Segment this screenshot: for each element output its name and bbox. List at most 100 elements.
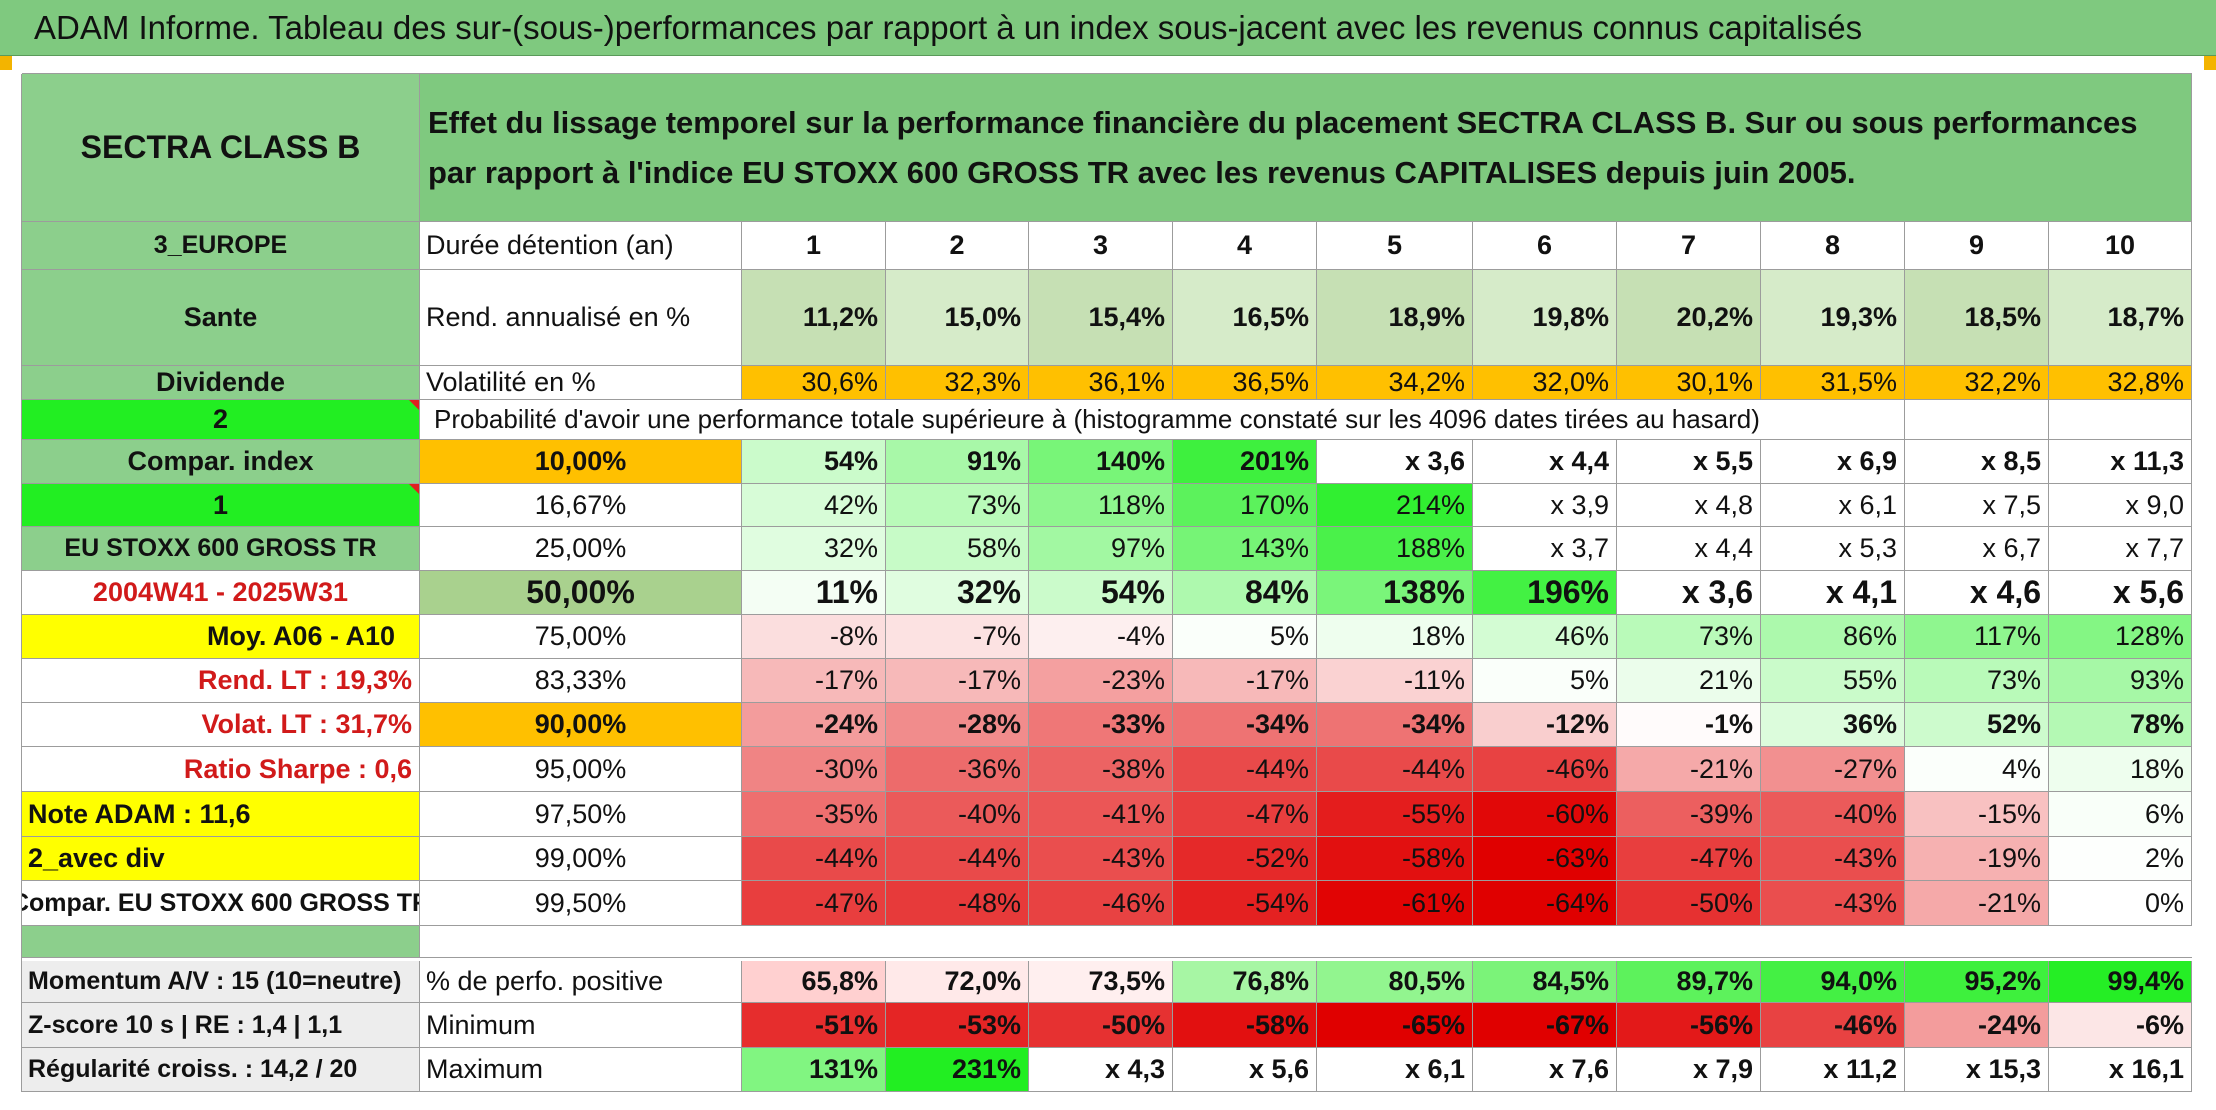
proba-value: -44%	[1317, 747, 1473, 792]
proba-value: -48%	[886, 881, 1029, 926]
proba-value: -54%	[1173, 881, 1317, 926]
proba-value: 97%	[1029, 527, 1173, 571]
rend-value: 11,2%	[742, 270, 886, 366]
year-header: 1	[742, 222, 886, 270]
proba-value: 11%	[742, 571, 886, 615]
proba-value: 170%	[1173, 484, 1317, 527]
stats-value: -50%	[1029, 1003, 1173, 1048]
stats-value: 89,7%	[1617, 961, 1761, 1003]
proba-value: -39%	[1617, 792, 1761, 837]
proba-value: 117%	[1905, 615, 2049, 659]
volat-value: 30,6%	[742, 366, 886, 400]
volat-value: 32,3%	[886, 366, 1029, 400]
fund-name: SECTRA CLASS B	[22, 74, 420, 222]
proba-value: 73%	[886, 484, 1029, 527]
stats-value: -6%	[2049, 1003, 2192, 1048]
region-label: 3_EUROPE	[22, 222, 420, 270]
proba-value: 73%	[1905, 659, 2049, 703]
index-name: EU STOXX 600 GROSS TR	[22, 527, 420, 571]
caption: Effet du lissage temporel sur la perform…	[420, 74, 2192, 222]
proba-value: -46%	[1473, 747, 1617, 792]
proba-value: -38%	[1029, 747, 1173, 792]
year-header: 10	[2049, 222, 2192, 270]
proba-value: -64%	[1473, 881, 1617, 926]
proba-value: -63%	[1473, 837, 1617, 881]
proba-value: -47%	[742, 881, 886, 926]
rend-value: 15,4%	[1029, 270, 1173, 366]
period-label: 2004W41 - 2025W31	[22, 571, 420, 615]
proba-value: -43%	[1761, 837, 1905, 881]
proba-value: 4%	[1905, 747, 2049, 792]
rend-lt: Rend. LT : 19,3%	[22, 659, 420, 703]
proba-value: 128%	[2049, 615, 2192, 659]
proba-value: 2%	[2049, 837, 2192, 881]
proba-level: 99,00%	[420, 837, 742, 881]
proba-value: x 5,3	[1761, 527, 1905, 571]
proba-value: -43%	[1029, 837, 1173, 881]
proba-value: x 3,7	[1473, 527, 1617, 571]
proba-value: -15%	[1905, 792, 2049, 837]
proba-level: 25,00%	[420, 527, 742, 571]
stats-label: Minimum	[420, 1003, 742, 1048]
proba-value: 140%	[1029, 440, 1173, 484]
volat-value: 36,5%	[1173, 366, 1317, 400]
dividend-label: Dividende	[22, 366, 420, 400]
table-top-edge	[22, 73, 2192, 74]
rend-value: 20,2%	[1617, 270, 1761, 366]
volat-value: 34,2%	[1317, 366, 1473, 400]
proba-value: 52%	[1905, 703, 2049, 747]
rend-value: 18,7%	[2049, 270, 2192, 366]
proba-value: 201%	[1173, 440, 1317, 484]
proba-value: -44%	[742, 837, 886, 881]
proba-value: -34%	[1317, 703, 1473, 747]
stats-value: x 5,6	[1173, 1048, 1317, 1092]
volat-value: 30,1%	[1617, 366, 1761, 400]
proba-value: 55%	[1761, 659, 1905, 703]
proba-value: 93%	[2049, 659, 2192, 703]
compar-full: Compar. EU STOXX 600 GROSS TR	[22, 881, 420, 926]
proba-value: -4%	[1029, 615, 1173, 659]
proba-value: -47%	[1617, 837, 1761, 881]
stats-value: 72,0%	[886, 961, 1029, 1003]
proba-value: 36%	[1761, 703, 1905, 747]
stats-value: -67%	[1473, 1003, 1617, 1048]
proba-level: 97,50%	[420, 792, 742, 837]
proba-blank	[2049, 400, 2192, 440]
corner-marker	[2204, 56, 2216, 70]
volat-value: 31,5%	[1761, 366, 1905, 400]
proba-value: 196%	[1473, 571, 1617, 615]
separator	[420, 926, 2192, 958]
stats-value: x 7,6	[1473, 1048, 1617, 1092]
proba-value: 214%	[1317, 484, 1473, 527]
proba-value: 6%	[2049, 792, 2192, 837]
proba-level: 99,50%	[420, 881, 742, 926]
proba-value: 18%	[1317, 615, 1473, 659]
stats-value: 80,5%	[1317, 961, 1473, 1003]
volat-value: 32,0%	[1473, 366, 1617, 400]
rend-value: 18,9%	[1317, 270, 1473, 366]
proba-value: -28%	[886, 703, 1029, 747]
proba-value: 46%	[1473, 615, 1617, 659]
stats-value: -53%	[886, 1003, 1029, 1048]
year-header: 7	[1617, 222, 1761, 270]
proba-value: 143%	[1173, 527, 1317, 571]
proba-value: x 9,0	[2049, 484, 2192, 527]
proba-value: x 6,1	[1761, 484, 1905, 527]
proba-value: 91%	[886, 440, 1029, 484]
proba-value: 84%	[1173, 571, 1317, 615]
moy-label: Moy. A06 - A10	[22, 615, 420, 659]
stats-value: 84,5%	[1473, 961, 1617, 1003]
year-header: 2	[886, 222, 1029, 270]
stats-value: -65%	[1317, 1003, 1473, 1048]
proba-value: x 4,4	[1473, 440, 1617, 484]
proba-value: x 3,9	[1473, 484, 1617, 527]
compar-index-label: Compar. index	[22, 440, 420, 484]
proba-value: 188%	[1317, 527, 1473, 571]
adam-note: Note ADAM : 11,6	[22, 792, 420, 837]
proba-value: x 5,6	[2049, 571, 2192, 615]
proba-value: -33%	[1029, 703, 1173, 747]
proba-value: 58%	[886, 527, 1029, 571]
proba-value: 5%	[1173, 615, 1317, 659]
proba-value: -1%	[1617, 703, 1761, 747]
proba-value: -8%	[742, 615, 886, 659]
